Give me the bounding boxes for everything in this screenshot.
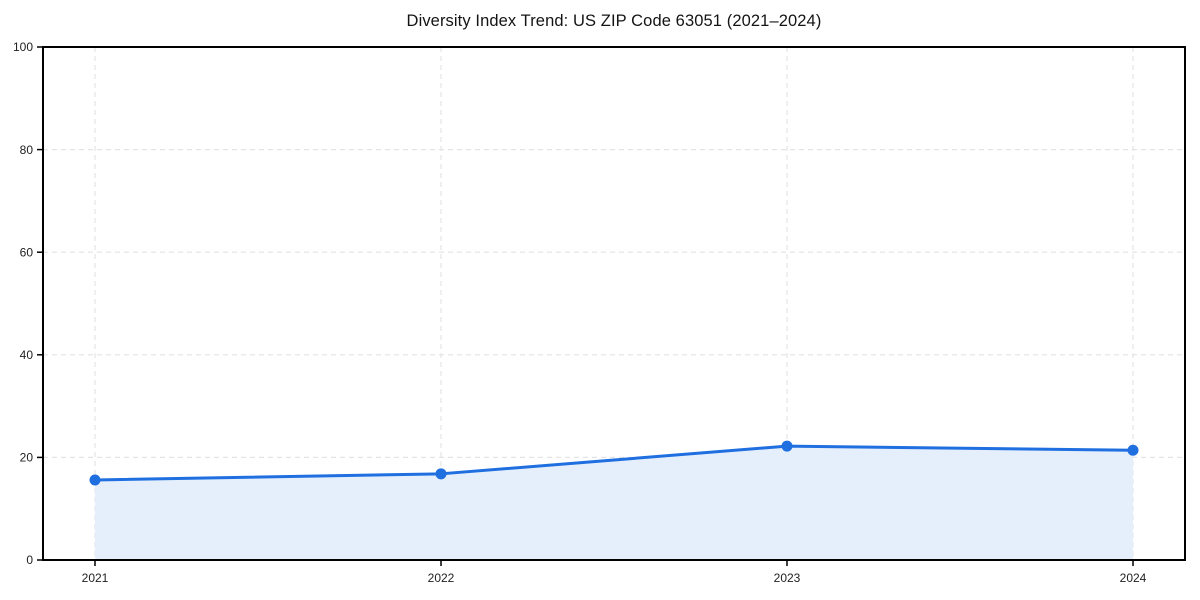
trend-line bbox=[93, 444, 1135, 482]
y-tick-label: 0 bbox=[26, 553, 33, 567]
data-point-2022 bbox=[435, 468, 447, 480]
area-fill bbox=[95, 446, 1133, 560]
data-point-2024 bbox=[1127, 444, 1139, 456]
y-tick-label: 60 bbox=[20, 245, 34, 259]
plot-border bbox=[42, 46, 1186, 561]
y-tick-label: 40 bbox=[20, 348, 34, 362]
x-tick-label: 2022 bbox=[428, 571, 455, 585]
x-tick-label: 2023 bbox=[774, 571, 801, 585]
data-point-2023 bbox=[781, 440, 793, 452]
x-tick-label: 2021 bbox=[82, 571, 109, 585]
y-tick-label: 20 bbox=[20, 451, 34, 465]
x-tick-label: 2024 bbox=[1120, 571, 1147, 585]
data-point-2021 bbox=[89, 474, 101, 486]
y-tick-label: 80 bbox=[20, 143, 34, 157]
y-tick-label: 100 bbox=[13, 40, 33, 54]
chart-title: Diversity Index Trend: US ZIP Code 63051… bbox=[406, 12, 822, 30]
